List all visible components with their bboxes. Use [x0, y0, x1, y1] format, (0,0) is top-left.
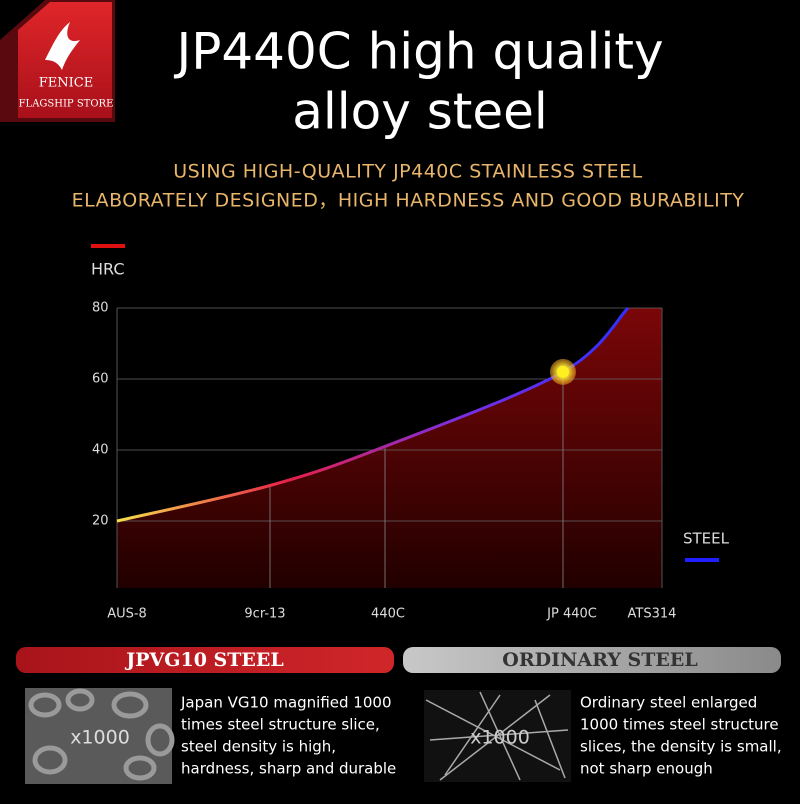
- subtitle-line: ELABORATELY DESIGNED，HIGH HARDNESS AND G…: [72, 190, 745, 212]
- x-axis-label: STEEL: [683, 530, 730, 548]
- logo-brand: FENICE: [39, 76, 93, 91]
- banner: [16, 647, 394, 673]
- description-line: steel density is high,: [181, 738, 336, 756]
- chart: HRC STEEL 20 40 60 80 AUS-8 9cr-13 440C JP 440C…: [91, 244, 730, 622]
- logo-store: FLAGSHIP STORE: [19, 99, 114, 110]
- micro-image: x1000: [424, 690, 571, 782]
- x-tick-label: ATS314: [628, 607, 677, 622]
- logo: FENICE FLAGSHIP STORE: [0, 0, 115, 122]
- y-tick-label: 20: [92, 514, 109, 529]
- banner: [403, 647, 781, 673]
- image-label: x1000: [470, 727, 530, 749]
- y-tick-label: 80: [92, 301, 109, 316]
- y-tick-label: 40: [92, 443, 109, 458]
- description-line: Japan VG10 magnified 1000: [180, 694, 391, 712]
- image-label: x1000: [70, 727, 130, 749]
- area: [117, 308, 662, 588]
- legend-bar: [685, 558, 719, 562]
- description-line: hardness, sharp and durable: [181, 760, 396, 778]
- y-tick-label: 60: [92, 372, 109, 387]
- x-tick-label: 9cr-13: [244, 607, 285, 622]
- description-line: Ordinary steel enlarged: [580, 694, 757, 712]
- x-tick-label: AUS-8: [107, 607, 147, 622]
- x-tick-label: JP 440C: [546, 607, 597, 622]
- banner-title: JPVG10 STEEL: [124, 649, 283, 671]
- subtitle-line: USING HIGH-QUALITY JP440C STAINLESS STEE…: [173, 161, 642, 183]
- micro-image: x1000: [25, 688, 175, 784]
- title-line: JP440C high quality: [173, 23, 663, 81]
- description-line: 1000 times steel structure: [580, 716, 779, 734]
- y-axis-label: HRC: [91, 260, 125, 279]
- line: [116, 306, 630, 523]
- highlight-core: [557, 365, 569, 378]
- banner-title: ORDINARY STEEL: [502, 649, 697, 671]
- description-line: times steel structure slice,: [181, 716, 380, 734]
- description-line: slices, the density is small,: [580, 738, 782, 756]
- description-line: not sharp enough: [580, 760, 713, 778]
- title-line: alloy steel: [292, 83, 548, 141]
- legend-bar: [91, 244, 125, 248]
- x-tick-label: 440C: [371, 607, 405, 622]
